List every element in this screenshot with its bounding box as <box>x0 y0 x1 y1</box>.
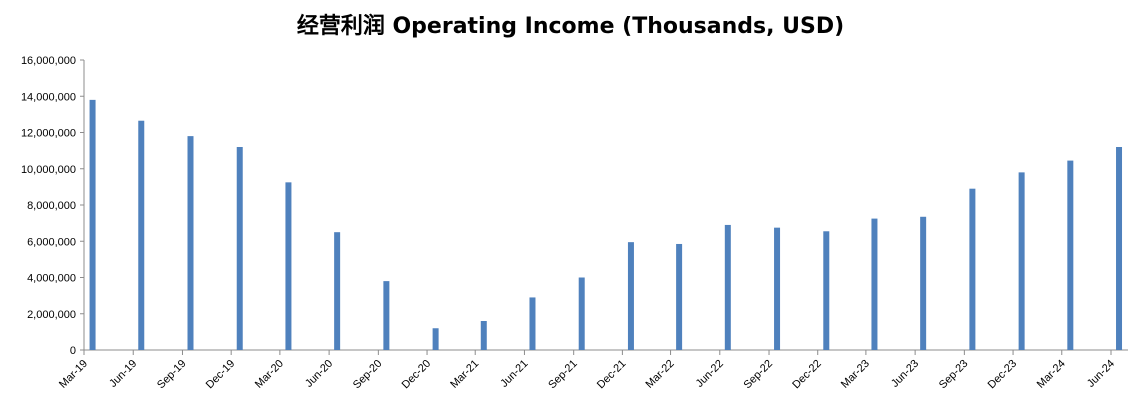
x-tick-label: Jun-19 <box>107 358 139 390</box>
x-tick-label: Mar-19 <box>57 358 90 391</box>
bar <box>969 188 976 350</box>
x-tick-label: Mar-22 <box>644 358 677 391</box>
x-tick-label: Jun-24 <box>1085 358 1117 390</box>
bar <box>1116 147 1123 350</box>
bar <box>285 182 292 350</box>
x-tick-label: Mar-23 <box>839 358 872 391</box>
x-tick-label: Dec-20 <box>400 358 434 392</box>
bar <box>529 297 536 350</box>
bar <box>236 147 243 350</box>
bar <box>480 321 487 350</box>
y-tick-label: 6,000,000 <box>27 236 76 248</box>
bar <box>432 328 439 350</box>
x-tick-label: Sep-22 <box>742 358 776 392</box>
bar <box>383 281 390 350</box>
bar <box>89 99 96 350</box>
bar <box>724 224 731 350</box>
y-tick-label: 16,000,000 <box>21 55 76 67</box>
chart-title: 经营利润 Operating Income (Thousands, USD) <box>296 14 845 39</box>
x-tick-label: Dec-19 <box>204 358 238 392</box>
bar <box>187 136 194 350</box>
bar <box>823 231 830 350</box>
y-tick-label: 2,000,000 <box>27 309 76 321</box>
y-tick-label: 8,000,000 <box>27 200 76 212</box>
y-tick-label: 0 <box>70 345 76 357</box>
bar <box>578 277 585 350</box>
x-tick-label: Mar-21 <box>448 358 481 391</box>
bar <box>1067 160 1074 350</box>
x-tick-label: Jun-22 <box>694 358 726 390</box>
x-tick-label: Sep-21 <box>546 358 580 392</box>
bar <box>627 242 634 350</box>
bar <box>1018 172 1025 350</box>
bar <box>334 232 341 350</box>
y-tick-label: 14,000,000 <box>21 91 76 103</box>
x-tick-label: Jun-20 <box>303 358 335 390</box>
bar <box>138 120 145 350</box>
x-tick-label: Mar-24 <box>1035 358 1068 391</box>
x-tick-label: Dec-23 <box>986 358 1020 392</box>
x-tick-label: Dec-21 <box>595 358 629 392</box>
bar <box>676 243 683 350</box>
x-tick-label: Sep-19 <box>155 358 189 392</box>
bar <box>920 216 927 350</box>
x-tick-label: Mar-20 <box>253 358 286 391</box>
x-tick-label: Jun-23 <box>889 358 921 390</box>
y-tick-label: 12,000,000 <box>21 128 76 140</box>
y-tick-label: 10,000,000 <box>21 164 76 176</box>
bar <box>774 227 781 350</box>
y-tick-label: 4,000,000 <box>27 273 76 285</box>
x-tick-label: Jun-21 <box>498 358 530 390</box>
x-tick-label: Sep-20 <box>351 358 385 392</box>
x-tick-label: Dec-22 <box>790 358 824 392</box>
x-tick-label: Sep-23 <box>937 358 971 392</box>
bar <box>871 218 878 350</box>
